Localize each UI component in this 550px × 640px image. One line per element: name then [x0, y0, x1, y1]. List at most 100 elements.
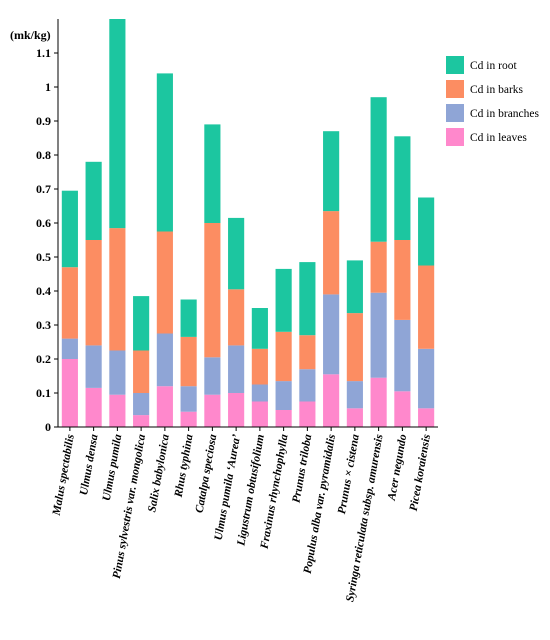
legend-label: Cd in branches: [470, 108, 540, 120]
y-tick-label: 0: [45, 420, 51, 434]
x-tick-label: Malus spectabilis: [51, 433, 77, 517]
bar-segment-cd-in-root: [204, 124, 221, 223]
bar-segment-cd-in-branches: [299, 369, 316, 402]
legend-label: Cd in root: [470, 60, 517, 72]
bar-segment-cd-in-branches: [323, 294, 340, 375]
legend: Cd in root Cd in barks Cd in branches Cd in…: [446, 56, 540, 146]
x-tick-label: Prunus × cistena: [336, 433, 362, 515]
bar-segment-cd-in-barks: [394, 240, 411, 320]
x-tick-label: Ulmus pumila: [101, 433, 125, 502]
bar-segment-cd-in-root: [156, 73, 173, 232]
bar-segment-cd-in-barks: [323, 211, 340, 295]
bar-segment-cd-in-barks: [251, 348, 268, 385]
bar-segment-cd-in-leaves: [299, 401, 316, 427]
y-tick-label: 0.3: [36, 318, 51, 332]
bar-segment-cd-in-branches: [418, 348, 435, 409]
bar-segment-cd-in-branches: [156, 333, 173, 387]
y-tick-label: 0.6: [36, 216, 51, 230]
x-tick-label: Catalpa speciosa: [194, 433, 220, 514]
legend-swatch: [446, 80, 464, 98]
y-tick-label: 0.7: [36, 182, 51, 196]
bar-segment-cd-in-leaves: [370, 377, 387, 427]
bar-segment-cd-in-barks: [133, 350, 150, 393]
bar-segment-cd-in-root: [85, 161, 102, 240]
bar-segment-cd-in-leaves: [394, 391, 411, 427]
bar-segment-cd-in-root: [394, 136, 411, 240]
bar-segment-cd-in-branches: [228, 345, 245, 393]
x-tick-label: Salix babylonica: [146, 433, 172, 513]
bar-segment-cd-in-root: [275, 268, 292, 332]
bar-segment-cd-in-branches: [61, 338, 78, 359]
bar-segment-cd-in-barks: [109, 228, 126, 351]
bar-segment-cd-in-barks: [228, 289, 245, 346]
bar-segment-cd-in-branches: [180, 386, 197, 412]
x-tick-label: Ulmus densa: [78, 433, 101, 496]
bar-segment-cd-in-barks: [370, 241, 387, 293]
bar-segment-cd-in-root: [133, 296, 150, 351]
bar-segment-cd-in-root: [370, 97, 387, 242]
legend-swatch: [446, 56, 464, 74]
legend-label: Cd in barks: [470, 84, 524, 96]
bar-segment-cd-in-branches: [370, 292, 387, 378]
bar-segment-cd-in-barks: [346, 313, 363, 382]
bar-segment-cd-in-leaves: [156, 386, 173, 427]
bar-segment-cd-in-leaves: [109, 394, 126, 427]
y-axis: 0 0.1 0.2 0.3 0.4 0.5 0.6 0.7 0.8 0.9 1 1.1: [36, 19, 59, 434]
legend-label: Cd in leaves: [470, 132, 527, 144]
bar-segment-cd-in-branches: [251, 384, 268, 402]
y-tick-label: 0.9: [36, 114, 51, 128]
bar-segment-cd-in-branches: [133, 393, 150, 416]
bar-segment-cd-in-branches: [275, 381, 292, 410]
x-axis: Malus spectabilis Ulmus densa Ulmus pumila…: [51, 426, 438, 603]
bar-segment-cd-in-leaves: [85, 387, 102, 427]
y-tick-label: 0.1: [36, 386, 51, 400]
bar-segment-cd-in-branches: [394, 319, 411, 392]
legend-swatch: [446, 128, 464, 146]
y-tick-label: 0.5: [36, 250, 51, 264]
bar-segment-cd-in-leaves: [204, 394, 221, 427]
bar-segment-cd-in-root: [61, 190, 78, 268]
bar-segment-cd-in-leaves: [251, 401, 268, 427]
bar-segment-cd-in-barks: [180, 336, 197, 387]
bar-segment-cd-in-root: [299, 262, 316, 336]
bar-segment-cd-in-leaves: [228, 393, 245, 427]
bar-segment-cd-in-leaves: [323, 374, 340, 427]
y-tick-label: 1: [45, 80, 51, 94]
x-tick-label: Prunus triloba: [290, 433, 314, 504]
bar-segment-cd-in-root: [346, 260, 363, 314]
bar-segment-cd-in-barks: [275, 331, 292, 382]
y-tick-label: 1.1: [36, 46, 51, 60]
bar-segment-cd-in-barks: [299, 335, 316, 370]
bar-segment-cd-in-leaves: [418, 408, 435, 427]
bar-segment-cd-in-root: [251, 308, 268, 349]
bar-segment-cd-in-branches: [204, 357, 221, 395]
bar-segment-cd-in-barks: [204, 223, 221, 358]
y-tick-label: 0.8: [36, 148, 51, 162]
x-tick-label: Acer negundo: [386, 433, 410, 502]
bar-segment-cd-in-root: [228, 217, 245, 290]
x-tick-label: Rhus typhina: [173, 433, 196, 499]
bar-segment-cd-in-leaves: [275, 410, 292, 427]
x-tick-label: Picea koraiensis: [408, 433, 433, 512]
bar-segment-cd-in-leaves: [346, 408, 363, 427]
legend-swatch: [446, 104, 464, 122]
bar-segment-cd-in-barks: [156, 231, 173, 334]
bars: [61, 19, 435, 427]
bar-segment-cd-in-branches: [85, 345, 102, 388]
bar-segment-cd-in-barks: [418, 265, 435, 349]
bar-segment-cd-in-root: [323, 131, 340, 212]
bar-segment-cd-in-root: [418, 197, 435, 266]
bar-segment-cd-in-leaves: [133, 415, 150, 427]
bar-segment-cd-in-root: [109, 19, 126, 229]
bar-segment-cd-in-branches: [346, 381, 363, 409]
bar-segment-cd-in-barks: [61, 267, 78, 339]
bar-segment-cd-in-root: [180, 299, 197, 337]
bar-segment-cd-in-barks: [85, 240, 102, 346]
bar-segment-cd-in-leaves: [180, 411, 197, 427]
y-tick-label: 0.4: [36, 284, 51, 298]
y-tick-label: 0.2: [36, 352, 51, 366]
bar-segment-cd-in-branches: [109, 350, 126, 395]
bar-segment-cd-in-leaves: [61, 359, 78, 427]
y-axis-label: (mk/kg): [10, 28, 51, 42]
